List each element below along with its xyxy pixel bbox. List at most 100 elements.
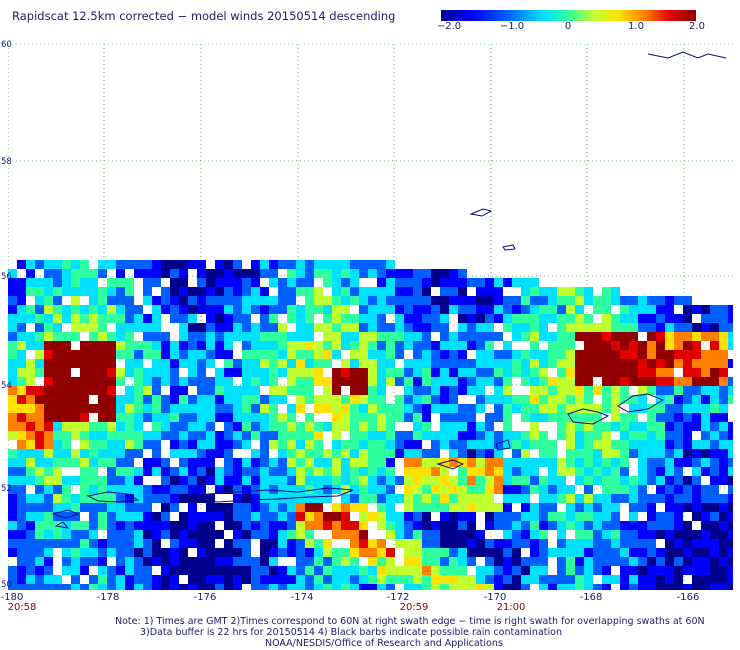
wind-cell (521, 449, 530, 458)
wind-cell (188, 260, 197, 269)
wind-cell (89, 485, 98, 494)
wind-cell (98, 386, 107, 395)
wind-cell (539, 458, 548, 467)
wind-cell (215, 413, 224, 422)
colorbar-label-max: 2.0 (689, 21, 705, 32)
wind-cell (557, 512, 566, 521)
wind-cell (647, 323, 656, 332)
wind-cell (386, 323, 395, 332)
wind-cell (224, 575, 233, 584)
wind-cell (674, 557, 683, 566)
wind-cell (179, 359, 188, 368)
wind-cell (701, 458, 710, 467)
wind-cell (413, 359, 422, 368)
wind-cell (548, 359, 557, 368)
wind-cell (629, 566, 638, 575)
wind-cell (377, 404, 386, 413)
wind-cell (152, 350, 161, 359)
wind-cell (539, 548, 548, 557)
wind-cell (80, 566, 89, 575)
wind-cell (233, 404, 242, 413)
wind-cell (638, 341, 647, 350)
wind-cell (485, 332, 494, 341)
wind-cell (683, 404, 692, 413)
wind-cell (413, 314, 422, 323)
wind-cell (377, 575, 386, 584)
wind-cell (278, 395, 287, 404)
wind-cell (521, 476, 530, 485)
wind-cell (44, 341, 53, 350)
wind-cell (323, 260, 332, 269)
wind-cell (692, 413, 701, 422)
wind-cell (494, 287, 503, 296)
wind-cell (548, 548, 557, 557)
wind-cell (692, 458, 701, 467)
wind-cell (566, 512, 575, 521)
wind-cell (548, 494, 557, 503)
wind-cell (710, 458, 719, 467)
wind-cell (638, 566, 647, 575)
wind-cell (278, 368, 287, 377)
wind-cell (278, 539, 287, 548)
wind-cell (476, 404, 485, 413)
wind-cell (107, 350, 116, 359)
wind-cell (467, 413, 476, 422)
wind-cell (350, 368, 359, 377)
wind-cell (116, 476, 125, 485)
wind-cell (611, 413, 620, 422)
wind-cell (413, 413, 422, 422)
wind-cell (116, 323, 125, 332)
wind-cell (269, 539, 278, 548)
wind-cell (494, 467, 503, 476)
wind-cell (188, 431, 197, 440)
wind-cell (98, 458, 107, 467)
wind-cell (215, 431, 224, 440)
wind-cell (134, 260, 143, 269)
wind-cell (98, 395, 107, 404)
wind-cell (206, 431, 215, 440)
wind-cell (458, 440, 467, 449)
wind-cell (602, 539, 611, 548)
wind-cell (458, 467, 467, 476)
wind-cell (251, 530, 260, 539)
wind-cell (656, 476, 665, 485)
wind-cell (719, 548, 728, 557)
wind-cell (710, 314, 719, 323)
wind-cell (647, 530, 656, 539)
wind-cell (638, 440, 647, 449)
wind-cell (305, 395, 314, 404)
wind-cell (134, 476, 143, 485)
wind-cell (512, 296, 521, 305)
wind-cell (674, 323, 683, 332)
wind-cell (62, 404, 71, 413)
wind-cell (656, 323, 665, 332)
wind-cell (152, 440, 161, 449)
wind-cell (260, 260, 269, 269)
wind-cell (395, 404, 404, 413)
wind-cell (233, 467, 242, 476)
wind-cell (80, 377, 89, 386)
wind-cell (674, 566, 683, 575)
wind-cell (584, 395, 593, 404)
wind-cell (188, 539, 197, 548)
wind-cell (638, 296, 647, 305)
wind-cell (206, 386, 215, 395)
wind-cell (44, 404, 53, 413)
wind-cell (710, 503, 719, 512)
wind-cell (197, 485, 206, 494)
wind-cell (314, 476, 323, 485)
wind-cell (656, 404, 665, 413)
wind-cell (377, 566, 386, 575)
wind-cell (494, 296, 503, 305)
wind-cell (35, 404, 44, 413)
wind-cell (431, 296, 440, 305)
wind-cell (620, 449, 629, 458)
wind-cell (710, 521, 719, 530)
wind-cell (593, 305, 602, 314)
wind-cell (26, 440, 35, 449)
wind-cell (116, 395, 125, 404)
wind-cell (215, 386, 224, 395)
wind-cell (404, 377, 413, 386)
wind-cell (503, 485, 512, 494)
wind-cell (269, 431, 278, 440)
